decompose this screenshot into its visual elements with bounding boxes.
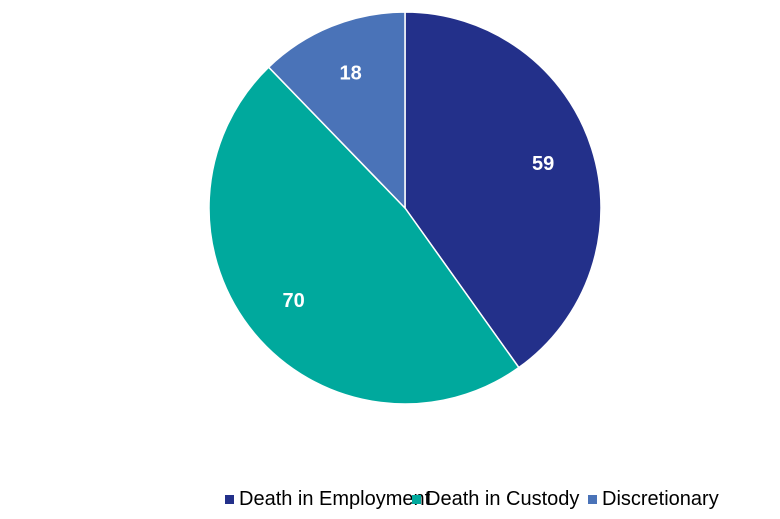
data-label-discretionary: 18 <box>339 63 361 85</box>
pie-data-labels: 59 70 18 <box>282 63 554 312</box>
legend-swatch-death-in-custody <box>412 494 421 504</box>
pie-slice-death-in-custody <box>208 66 520 405</box>
chart-legend: Death in Employment Death in Custody Dis… <box>0 484 780 514</box>
pie-slice-discretionary <box>267 11 406 210</box>
legend-item-discretionary: Discretionary <box>588 484 719 514</box>
legend-swatch-discretionary <box>588 494 597 504</box>
legend-swatch-death-in-employment <box>225 494 234 504</box>
pie-slices <box>208 11 602 405</box>
legend-label-discretionary: Discretionary <box>602 487 719 510</box>
pie-chart-svg: 59 70 18 <box>208 11 602 405</box>
legend-item-death-in-employment: Death in Employment <box>225 484 430 514</box>
data-label-death-in-employment: 59 <box>532 153 554 175</box>
data-label-death-in-custody: 70 <box>282 290 304 312</box>
legend-label-death-in-employment: Death in Employment <box>239 487 431 510</box>
pie-slice-death-in-employment <box>404 11 602 369</box>
legend-label-death-in-custody: Death in Custody <box>426 487 580 510</box>
legend-item-death-in-custody: Death in Custody <box>412 484 579 514</box>
